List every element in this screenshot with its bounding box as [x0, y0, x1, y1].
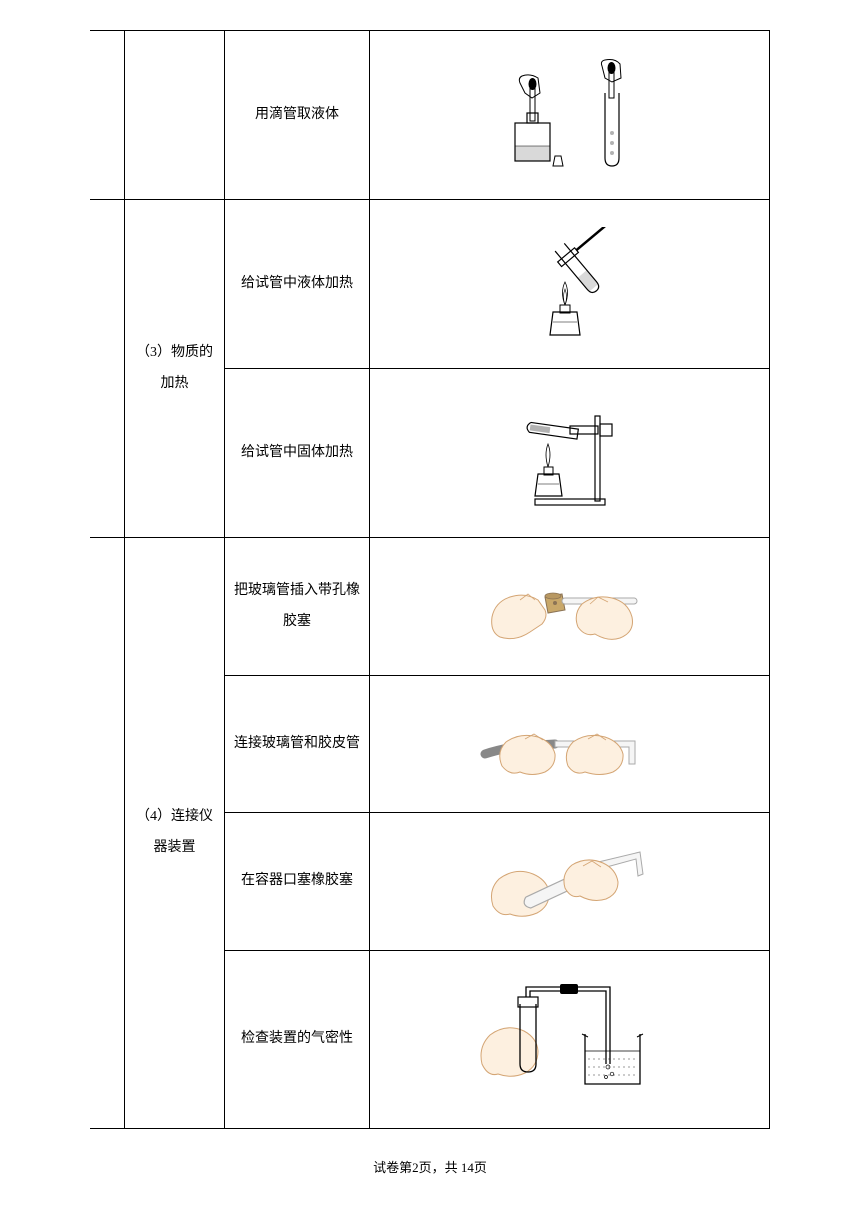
desc-cell: 用滴管取液体: [225, 31, 370, 199]
stopper-diagram: [475, 834, 665, 929]
col-leftmost: [90, 31, 125, 199]
desc-cell: 给试管中固体加热: [225, 369, 370, 537]
image-cell-heat-liquid: [370, 200, 769, 368]
table-row: 给试管中固体加热: [225, 369, 769, 537]
airtight-diagram: [470, 979, 670, 1099]
image-cell-airtight: [370, 951, 769, 1128]
table-section-connecting: （4）连接仪器装置 把玻璃管插入带孔橡胶塞: [90, 538, 769, 1128]
page-footer: 试卷第2页，共 14页: [90, 1129, 770, 1176]
table-row: 检查装置的气密性: [225, 951, 769, 1128]
table-row: 给试管中液体加热: [225, 200, 769, 369]
col-leftmost: [90, 200, 125, 537]
desc-cell: 在容器口塞橡胶塞: [225, 813, 370, 949]
desc-cell: 把玻璃管插入带孔橡胶塞: [225, 538, 370, 674]
image-cell-heat-solid: [370, 369, 769, 537]
table-row: 用滴管取液体: [225, 31, 769, 199]
table-section-dropper: 用滴管取液体: [90, 31, 769, 200]
table-row: 把玻璃管插入带孔橡胶塞: [225, 538, 769, 675]
image-cell-connect-rubber: [370, 676, 769, 812]
footer-suffix: 页: [474, 1160, 487, 1175]
content-cell: 用滴管取液体: [225, 31, 769, 199]
desc-cell: 检查装置的气密性: [225, 951, 370, 1128]
table-section-heating: （3）物质的加热 给试管中液体加热: [90, 200, 769, 538]
footer-mid: 页，共: [419, 1160, 461, 1175]
heat-solid-diagram: [500, 396, 640, 511]
image-cell-dropper: [370, 31, 769, 199]
category-cell-heating: （3）物质的加热: [125, 200, 225, 537]
desc-cell: 给试管中液体加热: [225, 200, 370, 368]
col-leftmost: [90, 538, 125, 1128]
dropper-diagram: [490, 58, 650, 173]
insert-tube-diagram: [470, 562, 670, 652]
footer-prefix: 试卷第: [373, 1160, 412, 1175]
lab-procedures-table: 用滴管取液体: [90, 30, 770, 1129]
image-cell-stopper: [370, 813, 769, 949]
table-row: 在容器口塞橡胶塞: [225, 813, 769, 950]
content-cell: 把玻璃管插入带孔橡胶塞: [225, 538, 769, 1128]
table-row: 连接玻璃管和胶皮管: [225, 676, 769, 813]
heat-liquid-diagram: [505, 227, 635, 342]
desc-cell: 连接玻璃管和胶皮管: [225, 676, 370, 812]
connect-rubber-diagram: [470, 704, 670, 784]
footer-page-total: 14: [461, 1160, 474, 1175]
image-cell-insert-tube: [370, 538, 769, 674]
category-cell-connecting: （4）连接仪器装置: [125, 538, 225, 1128]
content-cell: 给试管中液体加热: [225, 200, 769, 537]
category-cell-empty: [125, 31, 225, 199]
